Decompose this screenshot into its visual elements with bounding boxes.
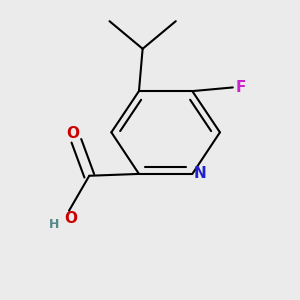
Text: N: N [193,167,206,182]
Text: O: O [66,126,79,141]
Text: O: O [64,211,77,226]
Text: H: H [49,218,59,231]
Text: F: F [236,80,246,95]
